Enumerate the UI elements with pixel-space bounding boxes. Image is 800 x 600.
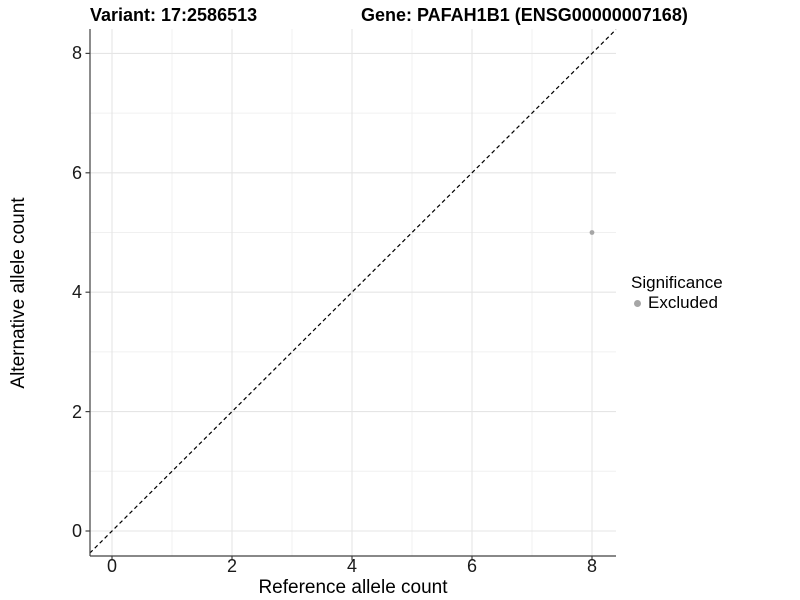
y-tick-label: 4 — [71, 282, 82, 303]
y-tick-label: 0 — [71, 521, 82, 541]
x-tick-label: 0 — [106, 556, 117, 576]
plot-title-gene: Gene: PAFAH1B1 (ENSG00000007168) — [361, 5, 688, 25]
plot-title-variant: Variant: 17:2586513 — [90, 5, 258, 25]
y-axis-title: Alternative allele count — [8, 197, 29, 389]
x-tick-label: 8 — [586, 556, 597, 576]
legend-item-label: Excluded — [648, 293, 718, 312]
x-tick-label: 6 — [466, 556, 477, 576]
identity-dashed-line — [89, 29, 617, 554]
x-axis-title: Reference allele count — [258, 577, 448, 598]
legend-item-excluded: Excluded — [631, 293, 723, 313]
x-tick-label: 2 — [226, 556, 237, 576]
y-tick-label: 2 — [71, 401, 82, 422]
legend-point-icon — [634, 299, 641, 307]
legend-title: Significance — [631, 273, 723, 292]
data-point — [589, 230, 595, 235]
y-tick-label: 8 — [71, 43, 82, 64]
y-tick-label: 6 — [71, 162, 82, 183]
legend: Significance Excluded — [631, 273, 723, 313]
x-tick-label: 4 — [346, 556, 357, 576]
